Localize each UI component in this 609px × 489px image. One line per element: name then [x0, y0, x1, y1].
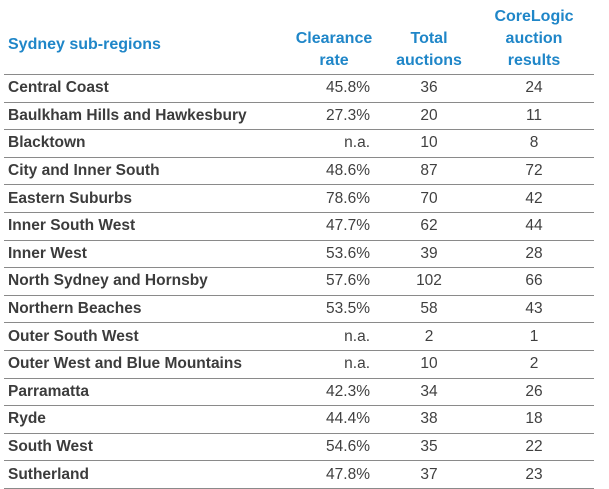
total-auctions-cell: 70 [420, 189, 438, 207]
table-row: Central Coast 45.8% 36 24 [4, 75, 594, 103]
table-row: Sutherland 47.8% 37 23 [4, 461, 594, 489]
clearance-rate-cell: 48.6% [326, 162, 370, 180]
table-row: Inner West 53.6% 39 28 [4, 241, 594, 269]
corelogic-results-cell: 24 [525, 79, 543, 97]
corelogic-results-cell: 26 [525, 382, 543, 400]
corelogic-results-cell: 1 [529, 327, 539, 345]
region-cell: Blacktown [8, 134, 86, 152]
total-auctions-cell: 38 [420, 410, 438, 428]
corelogic-results-cell: 11 [525, 106, 543, 124]
header-region-label: Sydney sub-regions [8, 36, 161, 53]
total-auctions-cell: 58 [420, 300, 438, 318]
region-cell: Northern Beaches [8, 300, 142, 318]
region-cell: Ryde [8, 410, 46, 428]
total-auctions-cell: 20 [420, 106, 438, 124]
clearance-rate-cell: 78.6% [326, 189, 370, 207]
corelogic-results-cell: 43 [525, 300, 543, 318]
auction-results-table: Sydney sub-regions Clearance rate Total … [4, 6, 594, 489]
header-region: Sydney sub-regions [4, 34, 284, 74]
header-rate-line2: rate [319, 52, 349, 69]
corelogic-results-cell: 2 [529, 355, 539, 373]
total-auctions-cell: 10 [420, 134, 438, 152]
table-row: City and Inner South 48.6% 87 72 [4, 158, 594, 186]
total-auctions-cell: 37 [420, 465, 438, 483]
table-row: Outer South West n.a. 2 1 [4, 323, 594, 351]
clearance-rate-cell: n.a. [344, 134, 370, 152]
corelogic-results-cell: 44 [525, 217, 543, 235]
table-row: Eastern Suburbs 78.6% 70 42 [4, 185, 594, 213]
clearance-rate-cell: 42.3% [326, 382, 370, 400]
total-auctions-cell: 34 [420, 382, 438, 400]
table-row: North Sydney and Hornsby 57.6% 102 66 [4, 268, 594, 296]
table-row: Blacktown n.a. 10 8 [4, 130, 594, 158]
region-cell: Baulkham Hills and Hawkesbury [8, 106, 247, 124]
region-cell: City and Inner South [8, 162, 160, 180]
corelogic-results-cell: 66 [525, 272, 543, 290]
header-clearance-rate: Clearance rate [284, 28, 384, 74]
region-cell: Inner South West [8, 217, 136, 235]
table-row: Inner South West 47.7% 62 44 [4, 213, 594, 241]
header-core-line3: results [507, 52, 561, 69]
total-auctions-cell: 36 [420, 79, 438, 97]
clearance-rate-cell: 47.7% [326, 217, 370, 235]
header-core-line2: auction [505, 30, 563, 47]
table-row: South West 54.6% 35 22 [4, 434, 594, 462]
header-total-auctions: Total auctions [384, 28, 474, 74]
corelogic-results-cell: 28 [525, 244, 543, 262]
clearance-rate-cell: 45.8% [326, 79, 370, 97]
table-row: Ryde 44.4% 38 18 [4, 406, 594, 434]
total-auctions-cell: 62 [420, 217, 438, 235]
table-row: Parramatta 42.3% 34 26 [4, 379, 594, 407]
table-row: Outer West and Blue Mountains n.a. 10 2 [4, 351, 594, 379]
region-cell: Parramatta [8, 382, 89, 400]
clearance-rate-cell: 47.8% [326, 465, 370, 483]
table-row: Northern Beaches 53.5% 58 43 [4, 296, 594, 324]
region-cell: Sutherland [8, 465, 89, 483]
corelogic-results-cell: 23 [525, 465, 543, 483]
region-cell: Eastern Suburbs [8, 189, 133, 207]
corelogic-results-cell: 42 [525, 189, 543, 207]
region-cell: Outer West and Blue Mountains [8, 355, 242, 373]
header-corelogic-results: CoreLogic auction results [474, 6, 594, 74]
header-core-line1: CoreLogic [494, 8, 574, 25]
total-auctions-cell: 87 [420, 162, 438, 180]
header-total-line1: Total [410, 30, 448, 47]
region-cell: Central Coast [8, 79, 109, 97]
region-cell: Outer South West [8, 327, 139, 345]
total-auctions-cell: 10 [420, 355, 438, 373]
clearance-rate-cell: n.a. [344, 327, 370, 345]
clearance-rate-cell: 57.6% [326, 272, 370, 290]
clearance-rate-cell: 44.4% [326, 410, 370, 428]
corelogic-results-cell: 8 [529, 134, 539, 152]
table-header: Sydney sub-regions Clearance rate Total … [4, 6, 594, 75]
total-auctions-cell: 2 [424, 327, 434, 345]
clearance-rate-cell: 27.3% [326, 106, 370, 124]
corelogic-results-cell: 22 [525, 438, 543, 456]
region-cell: Inner West [8, 244, 87, 262]
clearance-rate-cell: 53.6% [326, 244, 370, 262]
region-cell: North Sydney and Hornsby [8, 272, 208, 290]
clearance-rate-cell: n.a. [344, 355, 370, 373]
header-rate-line1: Clearance [295, 30, 373, 47]
corelogic-results-cell: 18 [525, 410, 543, 428]
header-total-line2: auctions [396, 52, 462, 69]
region-cell: South West [8, 438, 93, 456]
table-row: Baulkham Hills and Hawkesbury 27.3% 20 11 [4, 103, 594, 131]
corelogic-results-cell: 72 [525, 162, 543, 180]
total-auctions-cell: 39 [420, 244, 438, 262]
clearance-rate-cell: 54.6% [326, 438, 370, 456]
total-auctions-cell: 102 [416, 272, 442, 290]
clearance-rate-cell: 53.5% [326, 300, 370, 318]
total-auctions-cell: 35 [420, 438, 438, 456]
table-body: Central Coast 45.8% 36 24 Baulkham Hills and… [4, 75, 594, 489]
